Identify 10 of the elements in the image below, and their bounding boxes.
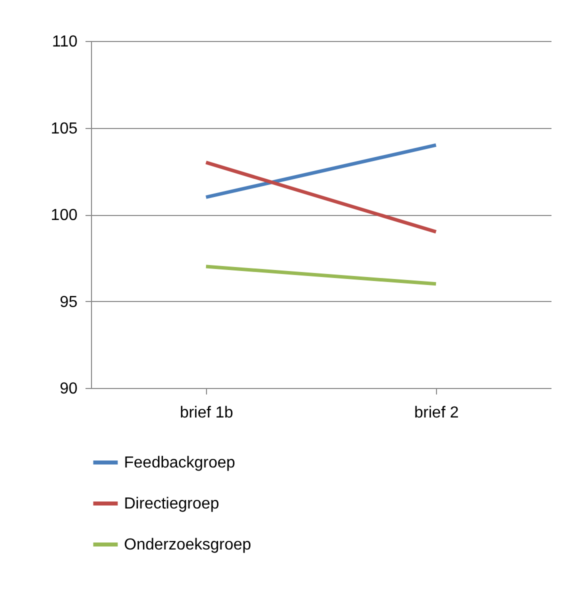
legend-label: Directiegroep — [124, 496, 220, 512]
y-tick-label: 95 — [60, 294, 78, 311]
y-tick-label: 90 — [60, 380, 78, 398]
y-tick-label: 105 — [50, 120, 78, 138]
y-tick-label: 110 — [52, 34, 78, 50]
y-tick-label: 100 — [50, 207, 78, 224]
x-tick-label: brief 1b — [180, 404, 234, 422]
x-tick-label: brief 2 — [414, 404, 459, 422]
legend-label: Onderzoeksgroep — [124, 536, 252, 554]
legend-label: Feedbackgroep — [124, 454, 236, 472]
